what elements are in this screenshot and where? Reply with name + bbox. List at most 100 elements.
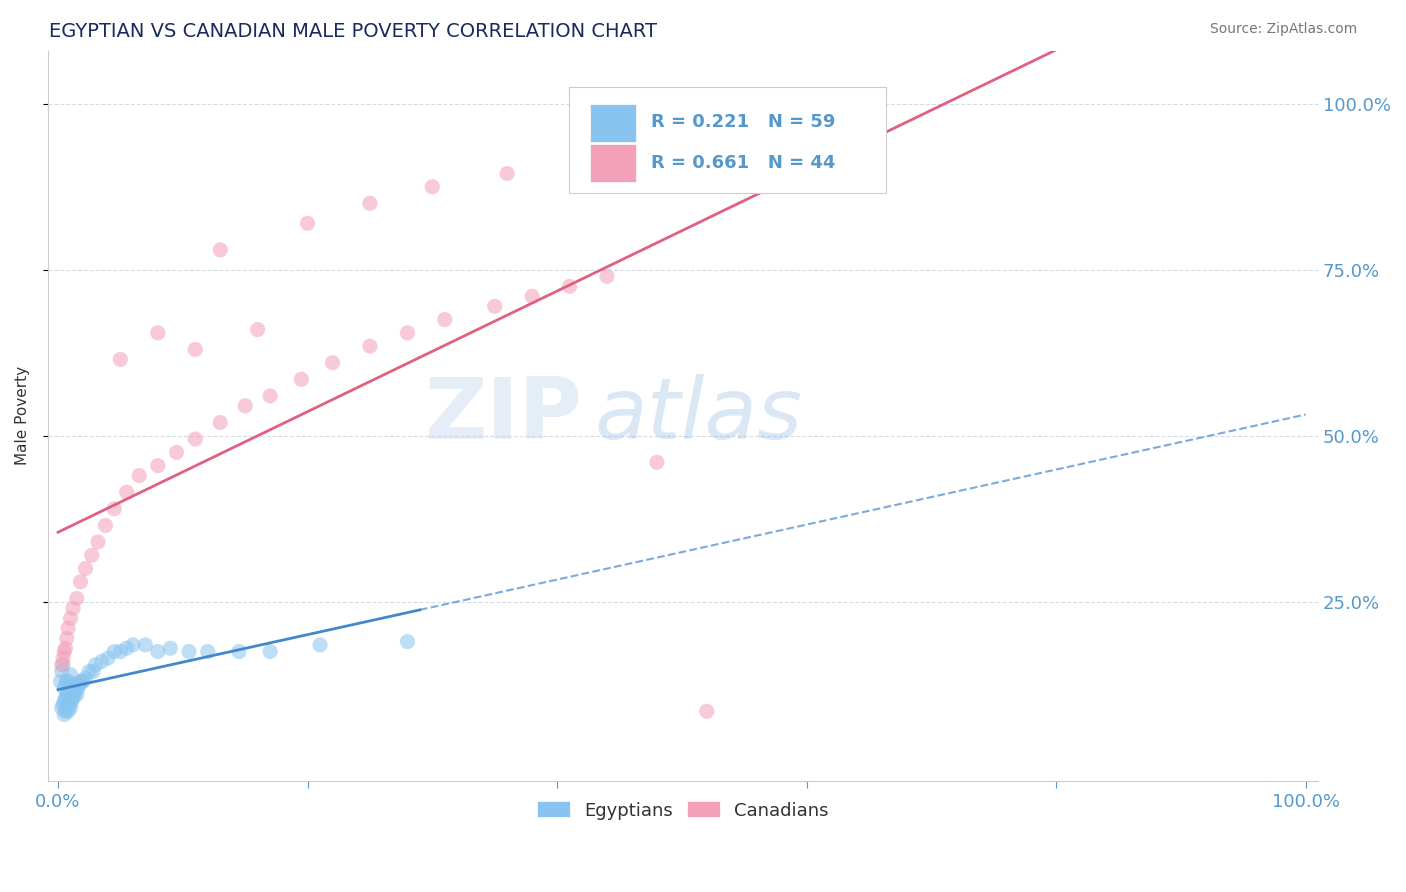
Point — [56, 684, 79, 698]
Point — [55, 632, 77, 646]
Point — [51, 665, 73, 679]
Point — [115, 641, 138, 656]
Point — [51, 701, 73, 715]
Point — [59, 684, 82, 698]
Point — [77, 665, 100, 679]
Text: R = 0.661   N = 44: R = 0.661 N = 44 — [651, 154, 835, 172]
Point — [56, 694, 79, 708]
Point — [259, 644, 281, 658]
Point — [59, 678, 82, 692]
Point — [55, 704, 77, 718]
Point — [184, 343, 207, 357]
Point — [359, 196, 381, 211]
Point — [66, 591, 89, 606]
Point — [90, 655, 112, 669]
Point — [55, 691, 77, 706]
Point — [56, 621, 79, 635]
Point — [52, 657, 75, 672]
Point — [484, 299, 506, 313]
Point — [433, 312, 456, 326]
Point — [66, 688, 89, 702]
Point — [359, 339, 381, 353]
Point — [122, 638, 145, 652]
Text: R = 0.221   N = 59: R = 0.221 N = 59 — [651, 112, 835, 130]
Point — [396, 326, 419, 340]
Text: atlas: atlas — [595, 375, 803, 458]
Point — [53, 644, 76, 658]
Point — [62, 681, 84, 695]
Point — [56, 674, 79, 689]
Point — [94, 518, 117, 533]
Point — [209, 243, 232, 257]
Point — [59, 667, 82, 681]
Point — [58, 678, 80, 692]
Point — [62, 601, 84, 615]
Point — [87, 535, 110, 549]
Point — [396, 634, 419, 648]
Point — [246, 322, 269, 336]
Point — [115, 485, 138, 500]
Point — [177, 644, 200, 658]
Point — [496, 167, 519, 181]
Point — [56, 704, 79, 718]
Point — [103, 501, 125, 516]
FancyBboxPatch shape — [569, 87, 886, 193]
Point — [55, 641, 77, 656]
Point — [75, 671, 97, 685]
Point — [70, 674, 93, 689]
Point — [166, 445, 188, 459]
Point — [59, 611, 82, 625]
Point — [309, 638, 332, 652]
Point — [55, 674, 77, 689]
Point — [184, 432, 207, 446]
Point — [228, 644, 250, 658]
Point — [233, 399, 256, 413]
Point — [321, 356, 343, 370]
Point — [66, 681, 89, 695]
Point — [82, 665, 104, 679]
Point — [290, 372, 312, 386]
Point — [60, 684, 83, 698]
Point — [51, 657, 73, 672]
Point — [159, 641, 181, 656]
Point — [645, 455, 668, 469]
Point — [55, 701, 77, 715]
Point — [53, 707, 76, 722]
Point — [59, 694, 82, 708]
Point — [72, 674, 94, 689]
Point — [259, 389, 281, 403]
FancyBboxPatch shape — [591, 104, 636, 142]
Point — [97, 651, 120, 665]
Point — [55, 678, 77, 692]
Point — [520, 289, 543, 303]
Point — [596, 269, 619, 284]
Point — [110, 644, 132, 658]
Point — [84, 657, 107, 672]
Point — [63, 688, 86, 702]
Point — [67, 678, 90, 692]
Point — [696, 704, 718, 718]
Point — [59, 701, 82, 715]
Point — [558, 279, 581, 293]
Legend: Egyptians, Canadians: Egyptians, Canadians — [530, 794, 837, 827]
Point — [62, 691, 84, 706]
Point — [69, 574, 91, 589]
Point — [69, 674, 91, 689]
Text: EGYPTIAN VS CANADIAN MALE POVERTY CORRELATION CHART: EGYPTIAN VS CANADIAN MALE POVERTY CORREL… — [49, 22, 657, 41]
Point — [58, 698, 80, 712]
Point — [52, 651, 75, 665]
Y-axis label: Male Poverty: Male Poverty — [15, 367, 30, 466]
Point — [571, 156, 593, 170]
Point — [53, 681, 76, 695]
Point — [60, 694, 83, 708]
Point — [146, 458, 169, 473]
Point — [420, 179, 443, 194]
Point — [58, 688, 80, 702]
Point — [65, 684, 87, 698]
Point — [49, 674, 72, 689]
Point — [66, 678, 89, 692]
Point — [63, 678, 86, 692]
Point — [52, 698, 75, 712]
Point — [297, 216, 319, 230]
Point — [197, 644, 219, 658]
